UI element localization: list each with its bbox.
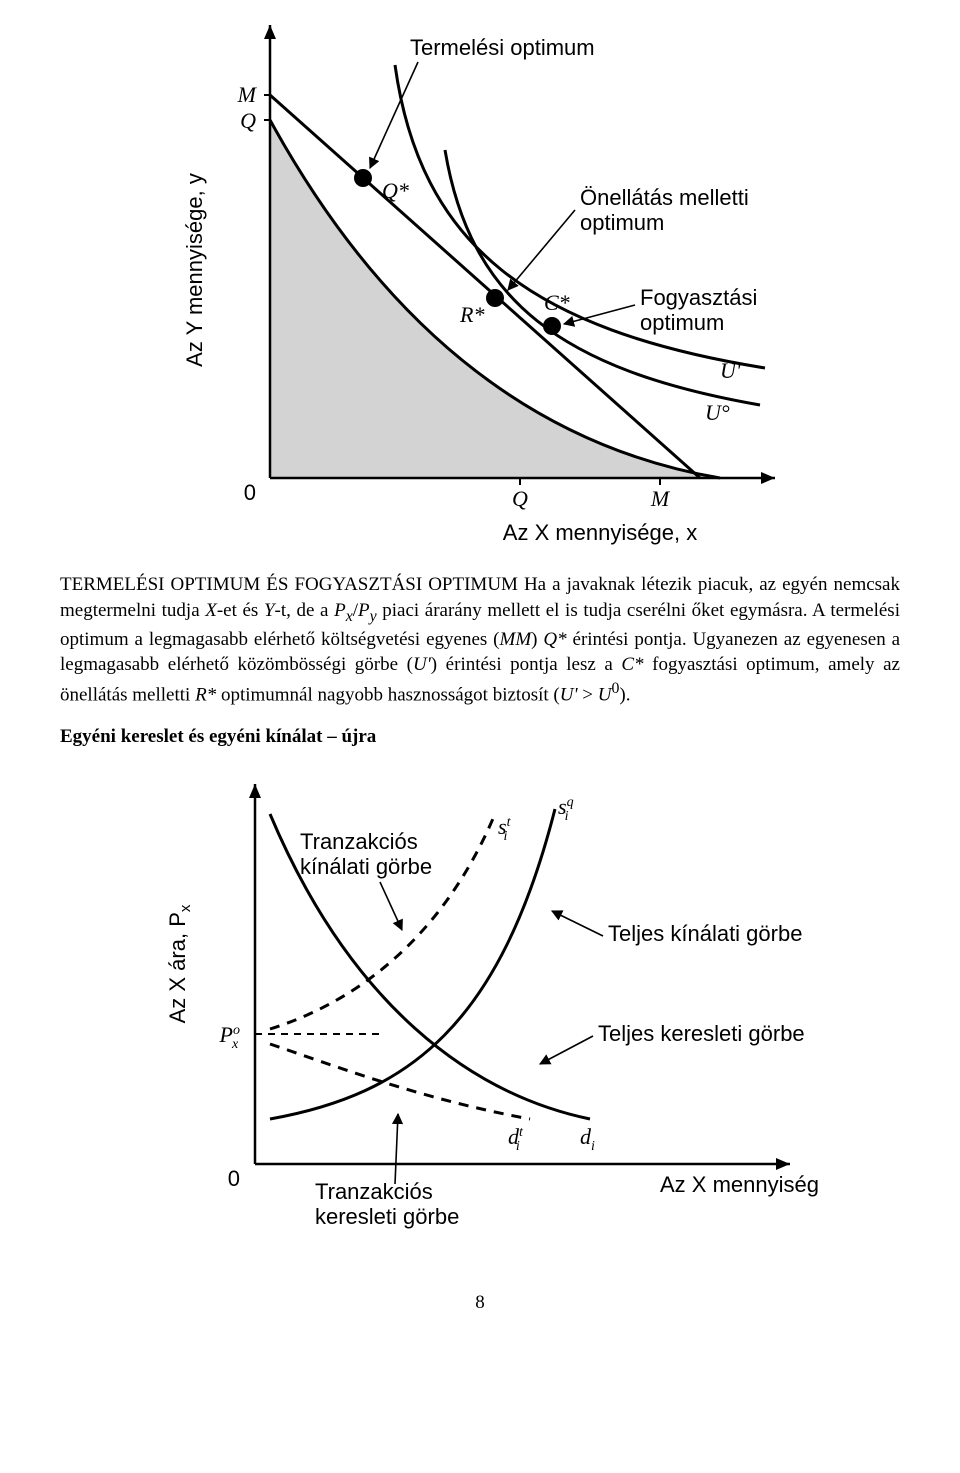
annot-fogyasztasi-2: optimum [640,310,724,335]
annot-fogyasztasi-1: Fogyasztási [640,285,757,310]
para-1i: optimumnál nagyobb hasznosságot biztosít… [216,684,560,705]
x-axis-arrow-2 [776,1158,790,1170]
annot-trans-supply-1: Tranzakciós [300,829,418,854]
figure-supply-demand: Pox 0 Az X ára, Px Az X mennyisége, xi T… [140,754,820,1274]
label-uprime: U' [720,358,741,383]
section-heading: Egyéni kereslet és egyéni kínálat – újra [60,726,900,748]
arrow-termelesi [370,62,418,168]
para-U0: U [598,684,612,705]
para-Px: P [334,600,346,621]
para-1e: ) [531,629,543,650]
para-gt: > [578,684,598,705]
x-axis-label: Az X mennyisége, x [503,520,697,545]
annot-total-supply: Teljes kínálati görbe [608,921,802,946]
point-rstar [486,289,504,307]
para-X: X [205,600,217,621]
para-Cstar: C* [621,654,643,675]
y-axis-arrow [264,25,276,39]
xtick-m-label: M [650,486,671,511]
para-1b: -et és [217,600,264,621]
annot-trans-supply-2: kínálati görbe [300,854,432,879]
arrow-trans-demand [395,1114,398,1184]
point-cstar [543,317,561,335]
annot-onellatas-2: optimum [580,210,664,235]
label-rstar: R* [459,302,484,327]
page-container: Q* R* C* M Q Q M 0 Az Y mennyisége, y Az… [0,0,960,1354]
ytick-m-label: M [237,82,258,107]
arrow-onellatas [508,210,575,290]
xtick-q-label: Q [512,486,528,511]
para-1c: -t, de a [275,600,335,621]
label-qstar: Q* [382,178,409,203]
arrow-trans-supply [380,882,402,930]
point-qstar [354,169,372,187]
annot-trans-demand-1: Tranzakciós [315,1179,433,1204]
para-Uprime: U' [413,654,431,675]
annot-termelesi: Termelési optimum [410,35,595,60]
label-uzero: U° [705,400,730,425]
label-siq: sqi [558,794,574,824]
price-tick-label: Pox [219,1022,240,1052]
figure-production-optimum: Q* R* C* M Q Q M 0 Az Y mennyisége, y Az… [160,0,800,560]
annot-trans-demand-2: keresleti görbe [315,1204,459,1229]
annot-onellatas-1: Önellátás melletti [580,185,749,210]
para-Y: Y [264,600,275,621]
annot-total-demand: Teljes keresleti görbe [598,1021,805,1046]
x-axis-arrow [761,472,775,484]
y-axis-label-2: Az X ára, Px [165,904,194,1023]
arrow-total-demand [540,1036,593,1064]
label-di: di [580,1124,595,1154]
arrow-total-supply [552,911,603,936]
y-axis-arrow-2 [249,784,261,798]
origin-label: 0 [244,480,256,505]
para-Uprime2: U' [560,684,578,705]
y-axis-label: Az Y mennyisége, y [182,173,207,367]
body-paragraph: TERMELÉSI OPTIMUM ÉS FOGYASZTÁSI OPTIMUM… [60,572,900,708]
para-MM: MM [500,629,532,650]
para-Rstar: R* [195,684,216,705]
para-1j: ). [619,684,630,705]
para-Py: P [358,600,370,621]
origin-label-2: 0 [228,1166,240,1191]
page-number: 8 [60,1292,900,1314]
para-Py-sub: y [370,607,377,624]
para-1g: ) érintési pontja lesz a [431,654,622,675]
label-dit: dti [508,1124,524,1154]
ytick-q-label: Q [240,108,256,133]
para-Qstar: Q* [543,629,566,650]
para-Px-sub: x [346,607,353,624]
para-prefix: TERMELÉSI OPTIMUM ÉS FOGYASZTÁSI OPTIMUM [60,574,518,595]
label-cstar: C* [544,290,570,315]
x-axis-label-2: Az X mennyisége, xi [660,1172,820,1201]
label-sit: sti [498,814,512,844]
